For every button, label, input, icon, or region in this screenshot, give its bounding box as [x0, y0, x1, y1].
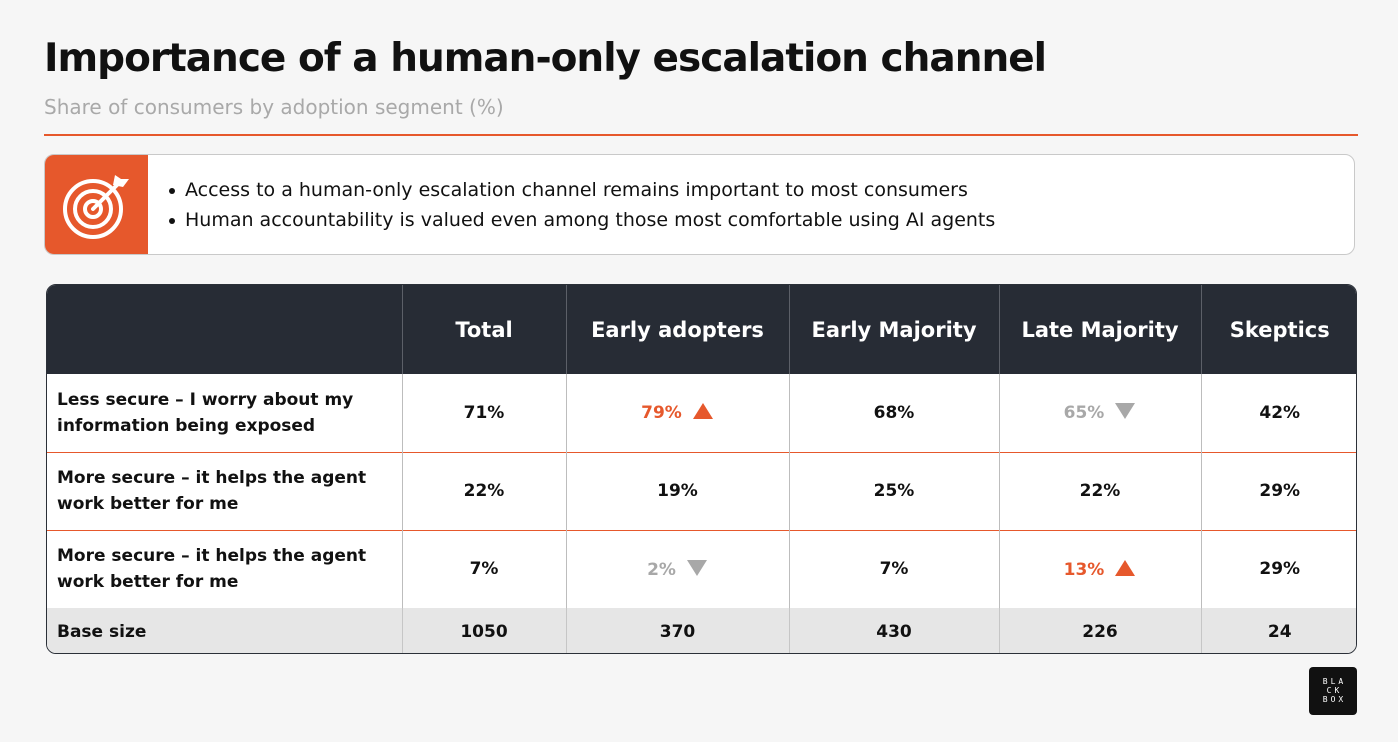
table-cell: 29% [1200, 451, 1356, 530]
logo-text-line: BOX [1322, 695, 1347, 704]
cell-value: 22% [1079, 481, 1121, 501]
column-header: Late Majority [998, 285, 1201, 374]
table-cell: 22% [401, 451, 566, 530]
table-row: Less secure – I worry about my informati… [47, 374, 1356, 452]
title-divider [44, 134, 1358, 136]
cell-value: 65% [1063, 403, 1105, 424]
base-size-row: Base size 1050 370 430 226 24 [47, 608, 1356, 653]
table-cell: 65% [998, 374, 1201, 452]
logo-text-line: BLA [1322, 677, 1347, 686]
page-title: Importance of a human-only escalation ch… [44, 36, 1047, 81]
cell-value: 71% [463, 402, 505, 423]
base-size-cell: 370 [565, 608, 789, 653]
row-label: More secure – it helps the agent work be… [47, 529, 402, 608]
cell-value: 42% [1259, 402, 1301, 423]
data-table: Total Early adopters Early Majority Late… [46, 284, 1357, 654]
triangle-up-icon [1115, 559, 1136, 576]
cell-value: 22% [463, 481, 505, 501]
table-cell: 42% [1200, 374, 1356, 452]
page-subtitle: Share of consumers by adoption segment (… [44, 95, 504, 119]
target-icon [63, 175, 129, 239]
column-header: Skeptics [1200, 285, 1356, 374]
table-cell: 79% [565, 374, 789, 452]
insight-bullet: Access to a human-only escalation channe… [168, 175, 995, 205]
blackbox-logo: BLA CK BOX [1309, 667, 1357, 715]
column-header: Total [401, 285, 566, 374]
cell-value: 7% [879, 559, 909, 580]
table-cell: 71% [401, 374, 566, 452]
base-size-cell: 430 [788, 608, 999, 653]
triangle-down-icon [686, 559, 707, 576]
cell-value: 29% [1259, 481, 1301, 501]
base-size-cell: 1050 [401, 608, 566, 653]
insight-bullet: Human accountability is valued even amon… [168, 205, 995, 235]
row-label: More secure – it helps the agent work be… [47, 451, 402, 530]
cell-value: 13% [1063, 559, 1105, 580]
insight-icon-panel [45, 155, 148, 254]
base-size-cell: 24 [1200, 608, 1356, 653]
table-cell: 2% [565, 529, 789, 608]
triangle-down-icon [1115, 403, 1136, 420]
cell-value: 68% [873, 402, 915, 423]
cell-value: 25% [873, 481, 915, 501]
key-insight-box: Access to a human-only escalation channe… [44, 154, 1355, 255]
table-row: More secure – it helps the agent work be… [47, 529, 1356, 608]
cell-value: 7% [469, 559, 499, 580]
table-row: More secure – it helps the agent work be… [47, 451, 1356, 530]
triangle-up-icon [692, 403, 713, 420]
table-cell: 19% [565, 451, 789, 530]
table-cell: 68% [788, 374, 999, 452]
cell-value: 29% [1259, 559, 1301, 580]
cell-value: 19% [657, 481, 698, 501]
column-header: Early Majority [788, 285, 999, 374]
table-cell: 22% [998, 451, 1201, 530]
base-size-cell: 226 [998, 608, 1201, 653]
column-header [47, 285, 402, 374]
table-header-row: Total Early adopters Early Majority Late… [47, 285, 1356, 374]
row-label: Base size [57, 622, 147, 642]
table-cell: 25% [788, 451, 999, 530]
table-cell: 29% [1200, 529, 1356, 608]
cell-value: 79% [641, 403, 682, 424]
table-cell: 7% [788, 529, 999, 608]
table-cell: 13% [998, 529, 1201, 608]
insight-bullets: Access to a human-only escalation channe… [168, 175, 995, 235]
logo-text-line: CK [1326, 686, 1343, 695]
row-label: Less secure – I worry about my informati… [57, 389, 354, 436]
cell-value: 2% [647, 559, 676, 580]
table-cell: 7% [401, 529, 566, 608]
column-header: Early adopters [565, 285, 789, 374]
